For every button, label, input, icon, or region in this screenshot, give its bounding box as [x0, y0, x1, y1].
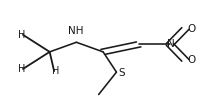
Text: H: H: [18, 30, 26, 40]
Text: H: H: [18, 64, 26, 74]
Text: NH: NH: [67, 26, 83, 36]
Text: H: H: [52, 66, 59, 76]
Text: N: N: [167, 39, 175, 49]
Text: O: O: [187, 55, 195, 65]
Text: S: S: [119, 68, 125, 78]
Text: O: O: [187, 24, 195, 34]
